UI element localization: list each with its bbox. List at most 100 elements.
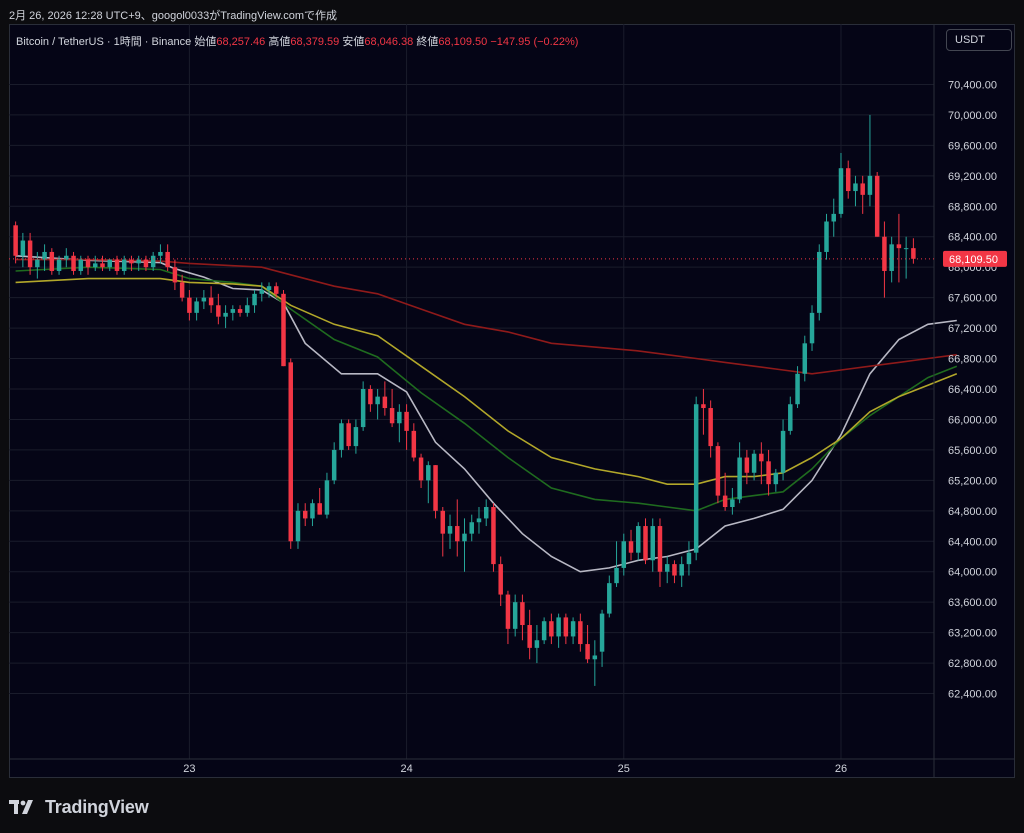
candle <box>903 236 909 279</box>
candle-body <box>853 183 858 192</box>
candle-body <box>860 183 865 195</box>
candle-body <box>751 453 757 473</box>
candle <box>404 404 409 450</box>
grid-layer <box>9 24 934 759</box>
candle-body <box>585 644 590 660</box>
candle-body <box>788 404 793 431</box>
candle <box>201 290 207 310</box>
candle <box>585 625 590 664</box>
candle <box>331 442 337 485</box>
high-value: 68,379.59 <box>290 36 340 48</box>
candle-body <box>636 526 641 553</box>
candle-body <box>100 263 105 268</box>
candle <box>418 453 424 488</box>
candle-body <box>845 168 851 192</box>
candle <box>802 335 808 382</box>
candle-body <box>911 248 916 259</box>
tradingview-logo[interactable]: TradingView <box>9 795 149 819</box>
time-axis: 23 24 25 26 <box>9 24 1015 778</box>
candle-body <box>766 461 771 485</box>
moving-average-line <box>15 255 957 573</box>
price-tick-label: 63,200.00 <box>948 628 997 640</box>
candle <box>49 248 55 275</box>
candle <box>773 468 779 492</box>
candle <box>114 255 120 275</box>
candle <box>737 442 742 504</box>
candle-body <box>266 286 272 291</box>
candle <box>13 221 18 264</box>
moving-average-layer <box>15 255 958 573</box>
candle-body <box>187 297 192 313</box>
candle-body <box>93 263 98 268</box>
candle <box>657 518 663 587</box>
candle <box>339 419 344 458</box>
candle-body <box>404 411 409 431</box>
candle <box>426 461 431 504</box>
candle-body <box>896 244 902 249</box>
candle-body <box>440 510 446 534</box>
candle <box>527 609 532 660</box>
candle <box>368 385 373 412</box>
candle-body <box>563 617 569 637</box>
price-tick-label: 62,400.00 <box>948 689 997 701</box>
candle-body <box>549 621 554 637</box>
candle <box>136 255 141 271</box>
symbol-name[interactable]: Bitcoin / TetherUS · 1時間 · Binance <box>16 36 192 48</box>
candle <box>230 305 236 321</box>
candle <box>607 575 612 618</box>
candle-body <box>592 655 598 660</box>
candle <box>42 244 47 271</box>
candle-body <box>42 251 47 260</box>
candle-body <box>216 305 221 317</box>
candle <box>512 594 518 637</box>
candle-body <box>397 411 402 424</box>
time-tick-label: 24 <box>400 763 412 775</box>
price-tick-label: 68,400.00 <box>948 232 997 244</box>
candle <box>317 487 322 515</box>
candle <box>85 255 91 275</box>
price-tick-label: 65,200.00 <box>948 475 997 487</box>
candle-body <box>809 312 815 344</box>
candle-body <box>324 480 330 515</box>
candle <box>433 465 438 519</box>
candle <box>483 499 489 527</box>
candle-body <box>143 259 149 268</box>
currency-button[interactable]: USDT <box>946 29 1012 51</box>
candle <box>20 232 26 268</box>
candle <box>107 259 112 271</box>
candle-body <box>179 282 185 298</box>
candle <box>150 251 156 271</box>
candle-body <box>201 297 207 302</box>
price-tick-label: 64,400.00 <box>948 536 997 548</box>
price-tick-label: 69,200.00 <box>948 171 997 183</box>
candle-body <box>903 248 909 250</box>
candle-body <box>194 301 199 313</box>
price-tick-label: 65,600.00 <box>948 445 997 457</box>
chart-frame[interactable] <box>9 24 1015 778</box>
candle <box>896 213 902 283</box>
candle <box>549 613 554 645</box>
candle-body <box>85 259 91 268</box>
candle-body <box>455 526 460 542</box>
candle <box>693 396 699 561</box>
candle-body <box>520 602 525 626</box>
candle <box>889 236 894 283</box>
candle-body <box>882 236 887 271</box>
candle-body <box>368 389 373 405</box>
candle <box>664 556 670 584</box>
candle <box>491 503 496 572</box>
price-tick-label: 64,000.00 <box>948 567 997 579</box>
tradingview-brand: TradingView <box>45 796 149 817</box>
candle-body <box>715 446 721 496</box>
candle-body <box>208 297 214 306</box>
candle <box>71 251 76 275</box>
candle-body <box>737 457 742 500</box>
candle-body <box>759 453 764 462</box>
candle-body <box>136 259 141 264</box>
candle <box>259 282 265 302</box>
price-chart[interactable]: 70,400.00 70,000.00 69,600.00 69,200.00 68,8… <box>9 24 1015 778</box>
candle-body <box>295 510 301 542</box>
candle-body <box>27 240 33 268</box>
low-label: 安値 <box>342 36 365 48</box>
candle <box>397 404 402 443</box>
